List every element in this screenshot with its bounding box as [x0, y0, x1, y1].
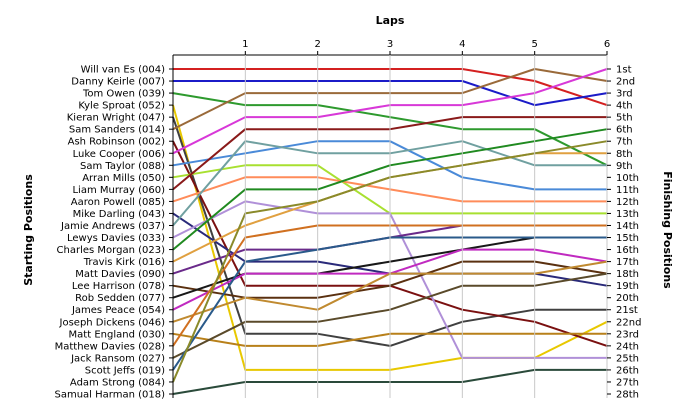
finish-position-label: 2nd [616, 77, 635, 88]
finish-position-label: 28th [616, 390, 639, 401]
x-tick-label: 4 [459, 39, 465, 50]
finish-position-label: 14th [616, 221, 639, 232]
start-position-label: Jamie Andrews (037) [60, 221, 165, 232]
finish-position-label: 4th [616, 101, 633, 112]
finish-position-label: 20th [616, 293, 639, 304]
start-position-label: Samual Harman (018) [55, 390, 166, 401]
start-position-label: Sam Taylor (088) [80, 161, 165, 172]
finish-position-label: 26th [616, 365, 639, 376]
finish-position-label: 22nd [616, 317, 641, 328]
start-position-label: Will van Es (004) [81, 65, 165, 76]
start-position-label: Matthew Davies (028) [55, 341, 165, 352]
finish-position-label: 18th [616, 269, 639, 280]
start-position-label: Charles Morgan (023) [57, 245, 166, 256]
start-position-label: Lee Harrison (078) [72, 281, 165, 292]
finish-position-label: 1st [616, 65, 632, 76]
finish-position-label: 15th [616, 233, 639, 244]
start-position-label: Adam Strong (084) [70, 377, 165, 388]
finish-position-label: 23rd [616, 329, 639, 340]
start-position-label: Travis Kirk (016) [83, 257, 165, 268]
finish-position-label: 27th [616, 377, 639, 388]
finish-position-label: 8th [616, 149, 633, 160]
finish-position-label: 24th [616, 341, 639, 352]
finish-position-label: 5th [616, 113, 633, 124]
start-position-label: Rob Sedden (077) [75, 293, 165, 304]
start-position-label: Jack Ransom (027) [70, 353, 165, 364]
x-tick-label: 1 [242, 39, 248, 50]
x-tick-label: 3 [387, 39, 393, 50]
start-position-label: Lewys Davies (033) [67, 233, 165, 244]
x-tick-label: 5 [531, 39, 537, 50]
finish-position-label: 13th [616, 209, 639, 220]
axis-ticks [169, 51, 611, 398]
finish-position-label: 11th [616, 185, 639, 196]
start-position-label: Joseph Dickens (046) [59, 317, 166, 328]
start-position-label: James Peace (054) [71, 305, 165, 316]
finish-position-label: 21st [616, 305, 638, 316]
finish-position-label: 6th [616, 125, 633, 136]
start-position-label: Arran Mills (050) [82, 173, 165, 184]
finish-position-label: 16th [616, 245, 639, 256]
start-position-label: Aaron Powell (085) [71, 197, 165, 208]
start-position-label: Scott Jeffs (019) [85, 365, 165, 376]
x-tick-label: 6 [604, 39, 610, 50]
x-tick-label: 2 [314, 39, 320, 50]
finish-position-label: 10th [616, 173, 639, 184]
start-position-label: Matt Davies (090) [75, 269, 165, 280]
y-axis-title-right: Finishing Positions [661, 171, 674, 289]
chart-title: Laps [376, 14, 405, 27]
start-position-label: Ash Robinson (002) [68, 137, 165, 148]
start-position-label: Kieran Wright (047) [67, 113, 165, 124]
finish-position-label: 3rd [616, 89, 633, 100]
start-position-label: Matt England (030) [69, 329, 166, 340]
start-position-label: Liam Murray (060) [72, 185, 165, 196]
start-position-label: Luke Cooper (006) [73, 149, 165, 160]
finish-position-label: 12th [616, 197, 639, 208]
y-axis-title-left: Starting Positions [22, 174, 35, 286]
finish-position-label: 7th [616, 137, 633, 148]
finish-position-label: 19th [616, 281, 639, 292]
start-position-label: Kyle Sproat (052) [78, 101, 165, 112]
finish-position-label: 9th [616, 161, 633, 172]
start-position-label: Mike Darling (043) [73, 209, 166, 220]
finish-position-label: 25th [616, 353, 639, 364]
axis-labels: 1 2 3 4 5 6 Will van Es (004)Danny Keirle (007… [55, 39, 642, 401]
start-position-label: Danny Keirle (007) [71, 77, 165, 88]
start-position-label: Sam Sanders (014) [69, 125, 165, 136]
start-position-label: Tom Owen (039) [82, 89, 165, 100]
finish-position-label: 17th [616, 257, 639, 268]
